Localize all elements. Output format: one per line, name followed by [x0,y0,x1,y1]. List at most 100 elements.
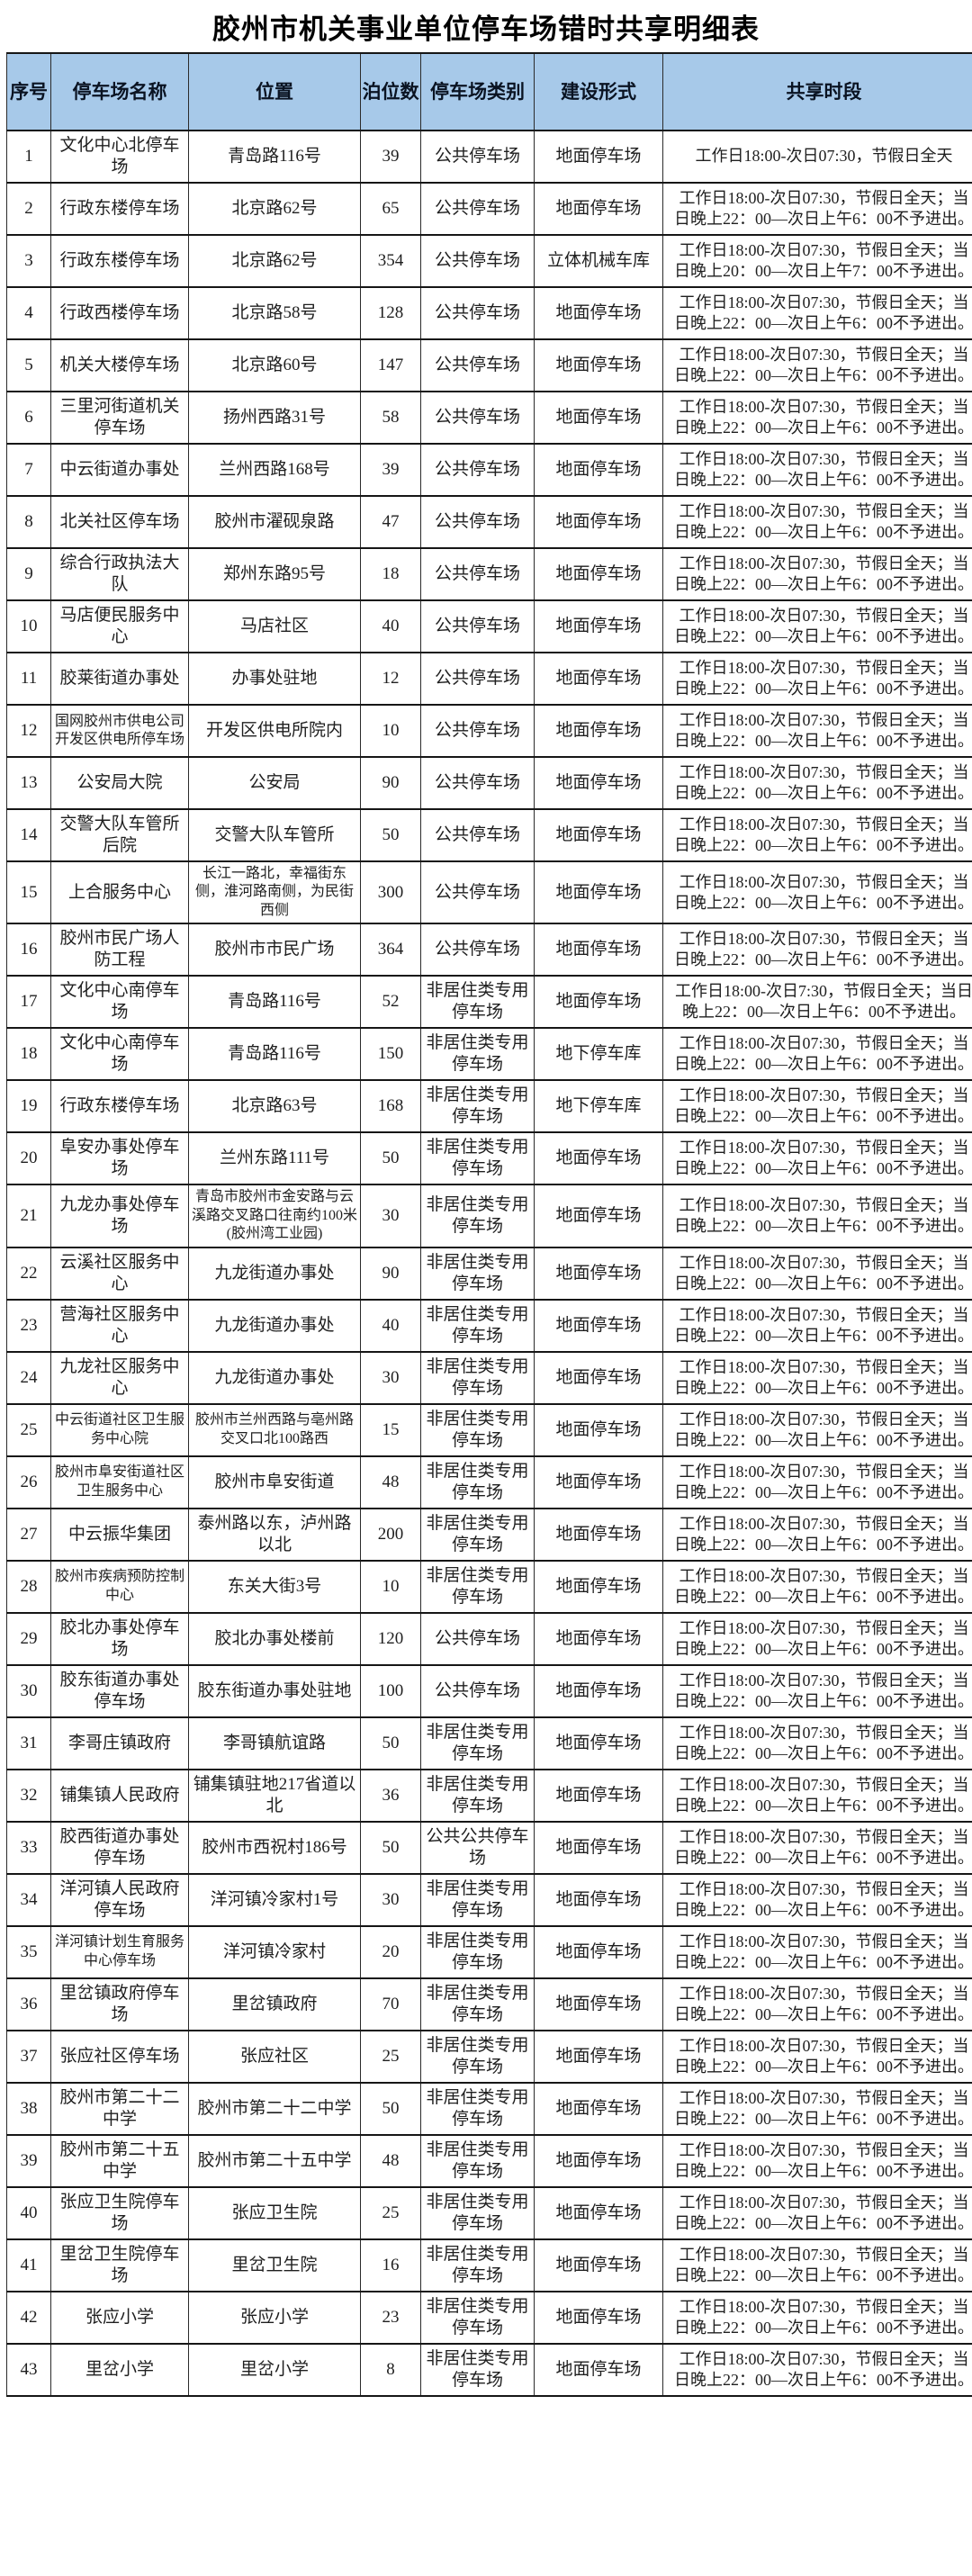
form-cell: 立体机械车库 [534,234,663,288]
category-cell: 非居住类专用停车场 [420,1351,535,1405]
location-cell: 北京路60号 [188,338,361,392]
name-cell: 九龙办事处停车场 [50,1184,189,1248]
form-cell: 地面停车场 [534,704,663,758]
serial-cell: 41 [6,2238,51,2292]
form-cell: 地面停车场 [534,1351,663,1405]
serial-cell: 9 [6,547,51,601]
serial-cell: 34 [6,1873,51,1927]
category-cell: 公共停车场 [420,547,535,601]
form-cell: 地面停车场 [534,2030,663,2084]
berths-cell: 39 [360,130,421,184]
category-cell: 非居住类专用停车场 [420,1560,535,1614]
location-cell: 胶州市西祝村186号 [188,1821,361,1875]
location-cell: 公安局 [188,756,361,810]
name-cell: 胶莱街道办事处 [50,652,189,706]
serial-cell: 39 [6,2134,51,2188]
location-cell: 李哥镇航谊路 [188,1716,361,1770]
category-cell: 非居住类专用停车场 [420,1977,535,2031]
category-cell: 非居住类专用停车场 [420,2343,535,2397]
header-row: 序号 停车场名称 位置 泊位数 停车场类别 建设形式 共享时段 [6,52,972,131]
serial-cell: 38 [6,2082,51,2136]
serial-cell: 2 [6,182,51,236]
form-cell: 地面停车场 [534,1612,663,1666]
serial-cell: 23 [6,1299,51,1353]
serial-cell: 6 [6,391,51,445]
berths-cell: 168 [360,1079,421,1133]
serial-cell: 28 [6,1560,51,1614]
category-cell: 非居住类专用停车场 [420,1299,535,1353]
form-cell: 地下停车库 [534,1079,663,1133]
location-cell: 青岛路116号 [188,975,361,1029]
table-row: 14 交警大队车管所后院 交警大队车管所 50 公共停车场 地面停车场 工作日18:00-次… [6,808,972,862]
time-cell: 工作日18:00-次日07:30，节假日全天；当日晚上22：00—次日上午6：0… [662,808,972,862]
form-cell: 地面停车场 [534,1873,663,1927]
time-cell: 工作日18:00-次日07:30，节假日全天；当日晚上22：00—次日上午6：0… [662,495,972,549]
location-cell: 青岛市胶州市金安路与云溪路交叉路口往南约100米(胶州湾工业园) [188,1184,361,1248]
time-cell: 工作日18:00-次日07:30，节假日全天；当日晚上22：00—次日上午6：0… [662,1925,972,1979]
category-cell: 公共停车场 [420,923,535,977]
parking-share-table: 序号 停车场名称 位置 泊位数 停车场类别 建设形式 共享时段 1 文化中心北停车场 青岛路11… [6,52,972,2397]
serial-cell: 26 [6,1455,51,1509]
name-cell: 北关社区停车场 [50,495,189,549]
berths-cell: 50 [360,1821,421,1875]
location-cell: 胶州市市民广场 [188,923,361,977]
serial-cell: 18 [6,1027,51,1081]
time-cell: 工作日18:00-次日07:30，节假日全天；当日晚上22：00—次日上午6：0… [662,1403,972,1457]
time-cell: 工作日18:00-次日07:30，节假日全天；当日晚上22：00—次日上午6：0… [662,1027,972,1081]
berths-cell: 150 [360,1027,421,1081]
time-cell: 工作日18:00-次日07:30，节假日全天；当日晚上22：00—次日上午6：0… [662,547,972,601]
time-cell: 工作日18:00-次日07:30，节假日全天；当日晚上22：00—次日上午6：0… [662,860,972,924]
table-row: 4 行政西楼停车场 北京路58号 128 公共停车场 地面停车场 工作日18:00-次日07… [6,286,972,340]
berths-cell: 200 [360,1508,421,1562]
table-row: 7 中云街道办事处 兰州西路168号 39 公共停车场 地面停车场 工作日18:00-次日0… [6,443,972,497]
time-cell: 工作日18:00-次日07:30，节假日全天；当日晚上22：00—次日上午6：0… [662,2082,972,2136]
time-cell: 工作日18:00-次日07:30，节假日全天；当日晚上22：00—次日上午6：0… [662,1247,972,1301]
berths-cell: 15 [360,1403,421,1457]
name-cell: 综合行政执法大队 [50,547,189,601]
location-cell: 里岔小学 [188,2343,361,2397]
serial-cell: 37 [6,2030,51,2084]
category-cell: 公共停车场 [420,495,535,549]
berths-cell: 40 [360,1299,421,1353]
category-cell: 公共停车场 [420,234,535,288]
table-header: 序号 停车场名称 位置 泊位数 停车场类别 建设形式 共享时段 [6,52,972,131]
name-cell: 张应社区停车场 [50,2030,189,2084]
serial-cell: 19 [6,1079,51,1133]
table-row: 35 洋河镇计划生育服务中心停车场 洋河镇冷家村 20 非居住类专用停车场 地面停车场 工作… [6,1925,972,1979]
name-cell: 国网胶州市供电公司开发区供电所停车场 [50,704,189,758]
location-cell: 九龙街道办事处 [188,1299,361,1353]
berths-cell: 18 [360,547,421,601]
form-cell: 地面停车场 [534,1977,663,2031]
form-cell: 地面停车场 [534,391,663,445]
name-cell: 营海社区服务中心 [50,1299,189,1353]
name-cell: 行政东楼停车场 [50,182,189,236]
table-row: 21 九龙办事处停车场 青岛市胶州市金安路与云溪路交叉路口往南约100米(胶州湾工业… [6,1184,972,1248]
name-cell: 胶州市疾病预防控制中心 [50,1560,189,1614]
time-cell: 工作日18:00-次日07:30，节假日全天；当日晚上22：00—次日上午6：0… [662,286,972,340]
category-cell: 非居住类专用停车场 [420,1455,535,1509]
location-cell: 胶州市濯砚泉路 [188,495,361,549]
table-row: 39 胶州市第二十五中学 胶州市第二十五中学 48 非居住类专用停车场 地面停车场 工作日1… [6,2134,972,2188]
time-cell: 工作日18:00-次日07:30，节假日全天；当日晚上22：00—次日上午6：0… [662,1131,972,1185]
location-cell: 张应卫生院 [188,2186,361,2240]
location-cell: 胶北办事处楼前 [188,1612,361,1666]
column-header-1: 停车场名称 [50,52,189,131]
form-cell: 地面停车场 [534,1664,663,1718]
time-cell: 工作日18:00-次日07:30，节假日全天；当日晚上22：00—次日上午6：0… [662,1716,972,1770]
name-cell: 洋河镇计划生育服务中心停车场 [50,1925,189,1979]
name-cell: 三里河街道机关停车场 [50,391,189,445]
location-cell: 九龙街道办事处 [188,1351,361,1405]
name-cell: 胶西街道办事处停车场 [50,1821,189,1875]
form-cell: 地面停车场 [534,599,663,653]
serial-cell: 25 [6,1403,51,1457]
berths-cell: 10 [360,704,421,758]
category-cell: 公共停车场 [420,338,535,392]
category-cell: 非居住类专用停车场 [420,1716,535,1770]
category-cell: 非居住类专用停车场 [420,1508,535,1562]
location-cell: 里岔镇政府 [188,1977,361,2031]
serial-cell: 20 [6,1131,51,1185]
berths-cell: 50 [360,2082,421,2136]
form-cell: 地面停车场 [534,2238,663,2292]
category-cell: 公共停车场 [420,1664,535,1718]
name-cell: 交警大队车管所后院 [50,808,189,862]
